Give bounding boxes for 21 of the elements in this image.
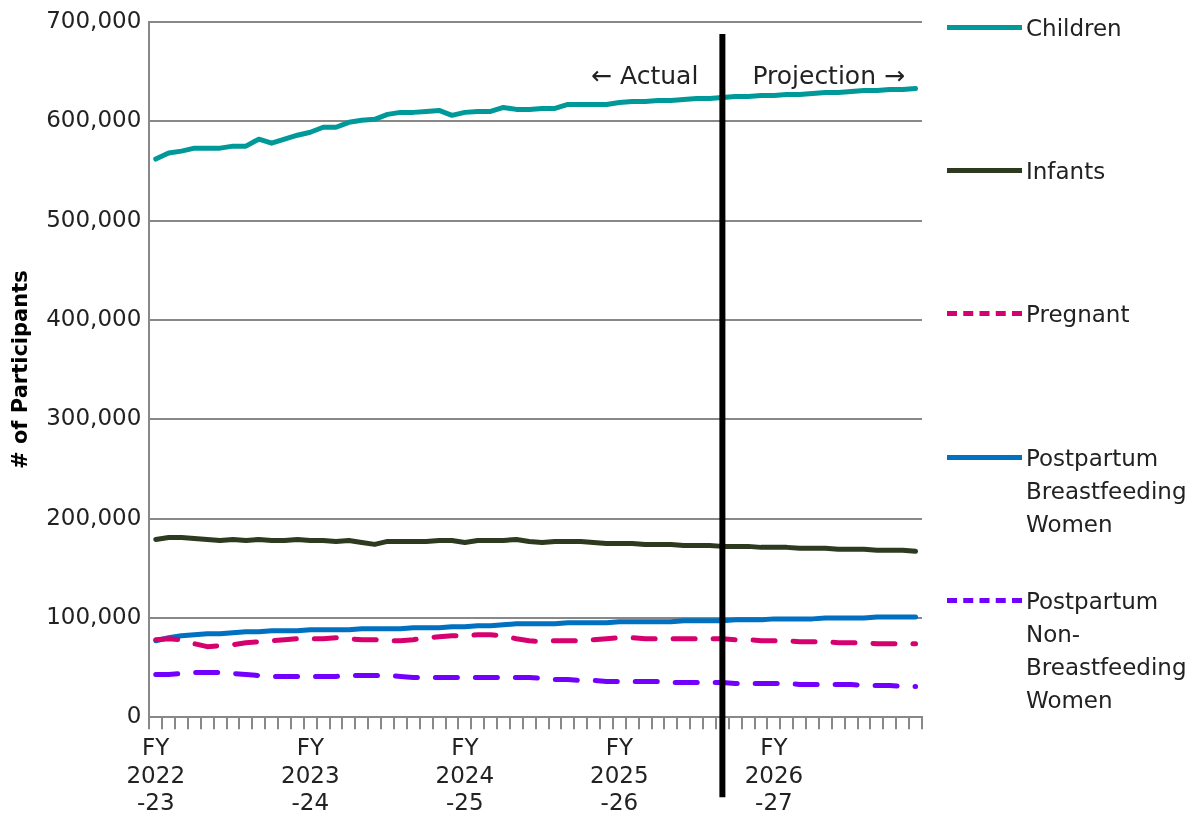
y-tick-label: 300,000 [46, 404, 142, 431]
y-tick-label: 200,000 [46, 503, 142, 530]
annotation: ← Actual [591, 60, 699, 90]
y-tick-label: 700,000 [46, 6, 142, 33]
legend-label: Postpartum Breastfeeding Women [1026, 443, 1188, 539]
y-tick-label: 600,000 [46, 106, 142, 133]
x-tick-label: FY 2024-25 [435, 733, 495, 816]
y-tick-label: 500,000 [46, 205, 142, 232]
legend-label: Children [1026, 14, 1123, 43]
x-tick-label: FY 2025-26 [590, 733, 649, 816]
legend-label: Pregnant [1026, 300, 1131, 330]
y-tick-label: 0 [126, 702, 142, 729]
y-tick-label: 100,000 [46, 602, 142, 629]
x-tick-label: FY 2023-24 [281, 733, 340, 816]
legend-label: Infants [1026, 157, 1107, 187]
legend-label: Postpartum Non-Breastfeeding Women [1026, 586, 1188, 715]
y-axis-title: # of Participants [8, 270, 33, 469]
annotation: Projection → [752, 60, 905, 90]
x-tick-label: FY 2022-23 [126, 733, 186, 816]
y-tick-label: 400,000 [46, 304, 142, 331]
x-tick-label: FY 2026-27 [744, 733, 804, 816]
